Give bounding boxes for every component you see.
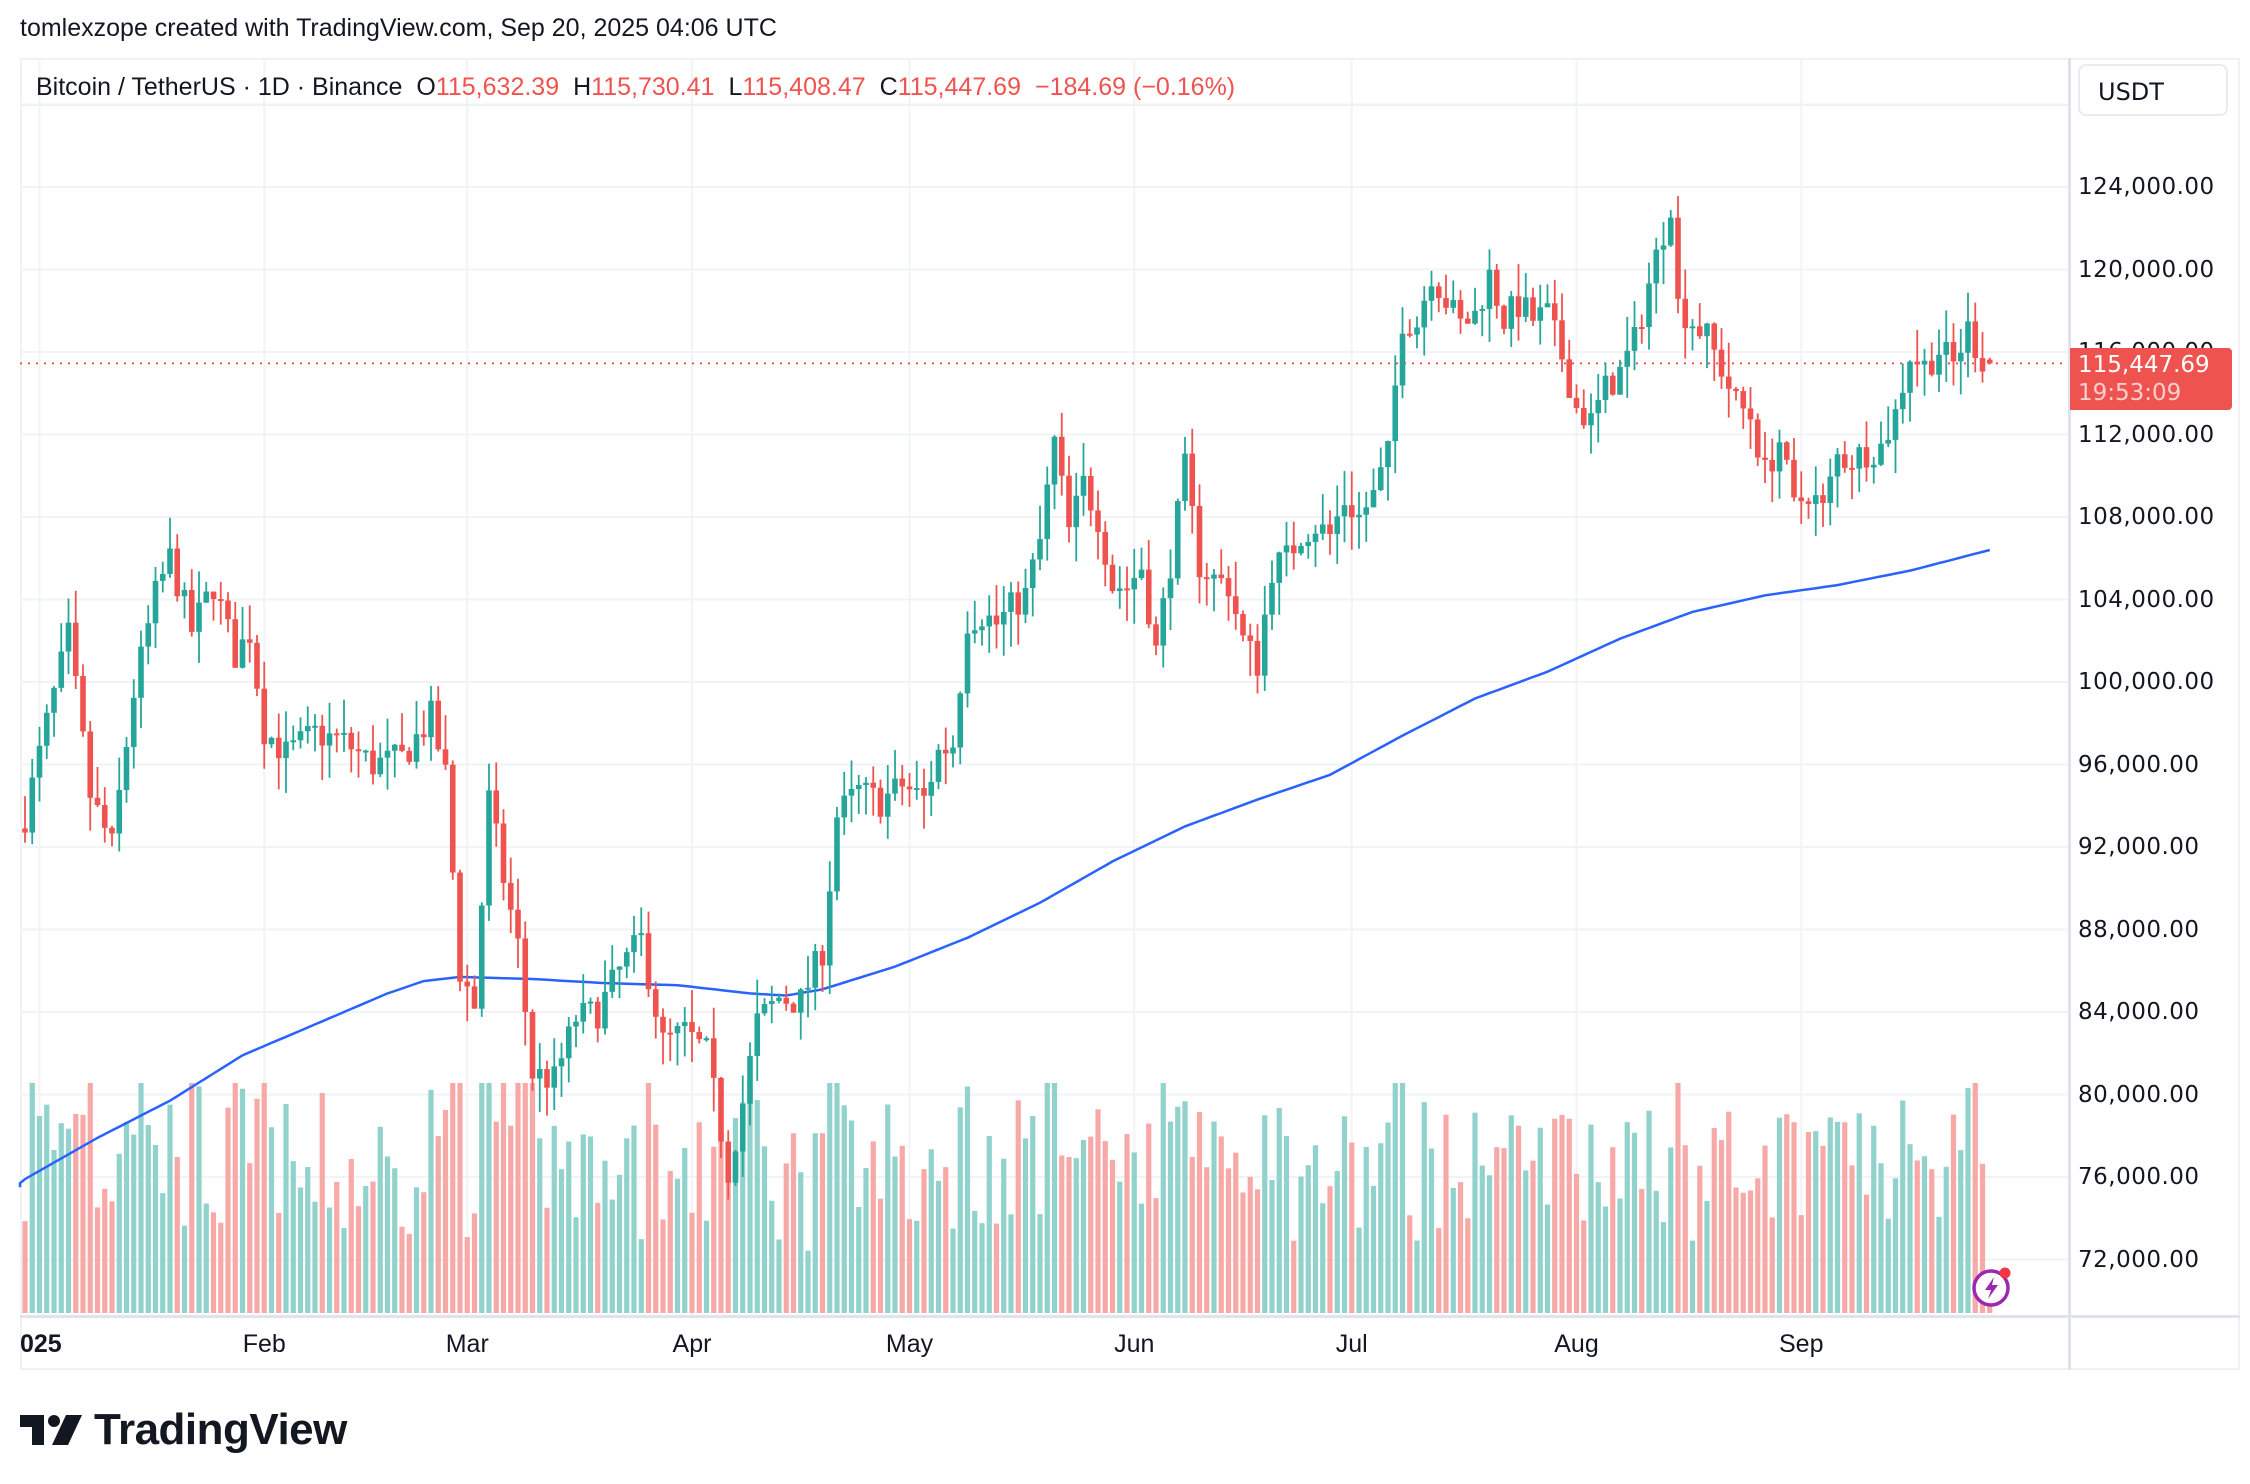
price-axis-label: 120,000.00	[2078, 256, 2215, 283]
ohlc-legend: Bitcoin / TetherUS · 1D · Binance O 115,6…	[36, 70, 1235, 104]
change-value: −184.69 (−0.16%)	[1034, 72, 1236, 101]
axis-corner	[2068, 1315, 2240, 1370]
currency-button[interactable]: USDT	[2078, 64, 2228, 116]
last-price-value: 115,447.69	[2078, 352, 2210, 378]
time-axis-label: Jun	[1114, 1330, 1155, 1358]
price-axis-label: 112,000.00	[2078, 421, 2215, 448]
tradingview-logo[interactable]: TradingView	[20, 1405, 347, 1455]
open-value: 115,632.39	[435, 72, 560, 101]
low-label: L	[728, 72, 743, 101]
price-axis-label: 80,000.00	[2078, 1081, 2200, 1108]
price-axis-label: 100,000.00	[2078, 669, 2215, 695]
close-label: C	[879, 72, 898, 101]
high-value: 115,730.41	[591, 72, 715, 101]
last-price-tag: 115,447.69 19:53:09	[2070, 348, 2232, 410]
price-axis-label: 104,000.00	[2078, 586, 2215, 613]
price-axis-label: 72,000.00	[2078, 1246, 2200, 1273]
chart-frame	[20, 58, 2240, 1370]
time-axis-label: Jul	[1335, 1330, 1368, 1358]
price-axis-label: 88,000.00	[2078, 916, 2200, 943]
bar-countdown: 19:53:09	[2078, 380, 2182, 406]
time-axis-label: Sep	[1779, 1330, 1824, 1358]
price-axis-label: 124,000.00	[2078, 174, 2215, 200]
price-axis-label: 92,000.00	[2078, 834, 2200, 860]
high-label: H	[573, 72, 592, 101]
flash-alert-icon[interactable]	[1970, 1265, 2014, 1309]
symbol-title[interactable]: Bitcoin / TetherUS · 1D · Binance	[36, 72, 403, 101]
time-axis-label: Mar	[445, 1330, 489, 1358]
price-axis[interactable]	[2068, 58, 2240, 1315]
price-axis-label: 84,000.00	[2078, 999, 2200, 1025]
low-value: 115,408.47	[742, 72, 866, 101]
time-axis-label: Apr	[672, 1330, 712, 1358]
chart-attribution: tomlexzope created with TradingView.com,…	[20, 14, 777, 42]
price-axis-label: 76,000.00	[2078, 1164, 2200, 1190]
tradingview-logo-text: TradingView	[94, 1405, 347, 1454]
time-axis-label: Feb	[242, 1330, 286, 1358]
time-axis-label: 025	[20, 1330, 62, 1358]
tradingview-logo-icon	[20, 1415, 82, 1445]
close-value: 115,447.69	[897, 72, 1021, 101]
price-axis-label: 108,000.00	[2078, 504, 2215, 530]
open-label: O	[416, 72, 436, 101]
time-axis-label: Aug	[1554, 1330, 1599, 1358]
price-axis-label: 96,000.00	[2078, 751, 2200, 778]
time-axis-label: May	[885, 1330, 934, 1358]
time-axis[interactable]	[20, 1315, 2068, 1370]
